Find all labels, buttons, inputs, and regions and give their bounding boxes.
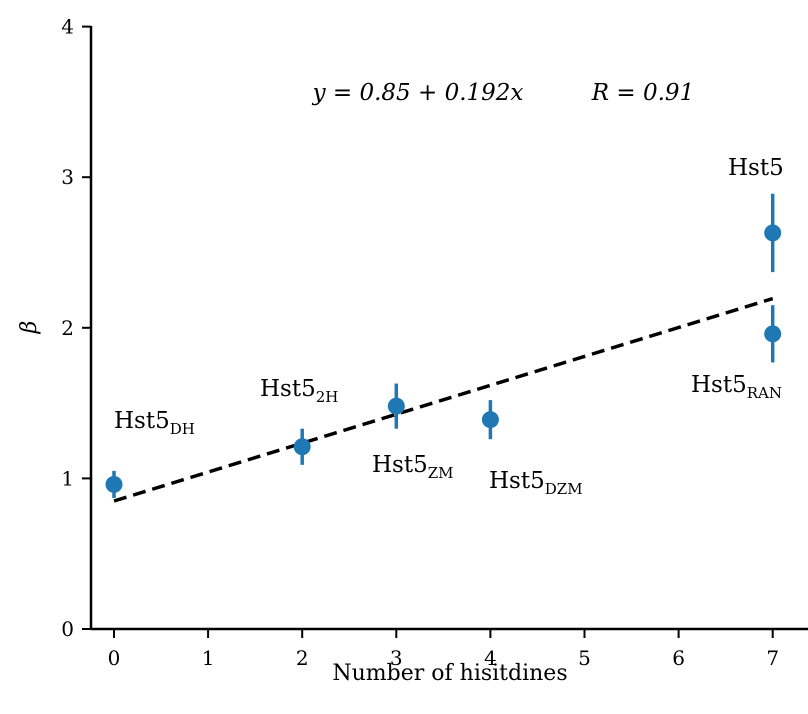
data-point (764, 224, 782, 242)
label-hst5-2h: Hst52H (260, 376, 338, 406)
x-tick-label: 7 (766, 646, 779, 670)
x-ticks: 0 1 2 3 4 5 6 7 (108, 629, 779, 670)
y-tick-label: 0 (61, 617, 74, 641)
y-tick-label: 4 (61, 15, 74, 39)
y-ticks: 0 1 2 3 4 (61, 15, 91, 641)
x-tick-label: 4 (484, 646, 497, 670)
data-point (481, 411, 499, 429)
data-point (105, 475, 123, 493)
label-hst5-dzm: Hst5DZM (489, 468, 583, 498)
label-hst5-dh: Hst5DH (114, 408, 195, 438)
y-tick-label: 1 (61, 466, 74, 490)
x-tick-label: 6 (672, 646, 685, 670)
x-tick-label: 5 (578, 646, 591, 670)
x-tick-label: 0 (108, 646, 121, 670)
point-annotations: Hst5DH Hst52H Hst5ZM Hst5DZM Hst5RAN Hst… (114, 155, 784, 498)
x-tick-label: 2 (296, 646, 309, 670)
x-tick-label: 1 (202, 646, 215, 670)
y-axis-title: β (17, 321, 42, 335)
x-axis-title: Number of hisitdines (332, 661, 567, 686)
fit-line (113, 296, 774, 503)
x-tick-label: 3 (390, 646, 403, 670)
data-point (293, 438, 311, 456)
y-tick-label: 3 (61, 165, 74, 189)
fit-r-value: R = 0.91 (591, 80, 694, 106)
label-hst5-zm: Hst5ZM (372, 452, 454, 482)
label-hst5-ran: Hst5RAN (691, 372, 782, 402)
data-point (387, 397, 405, 415)
label-hst5: Hst5 (728, 155, 784, 181)
data-point (764, 325, 782, 343)
y-tick-label: 2 (61, 316, 74, 340)
fit-equation: y = 0.85 + 0.192x (312, 80, 524, 106)
data-points (105, 193, 782, 498)
